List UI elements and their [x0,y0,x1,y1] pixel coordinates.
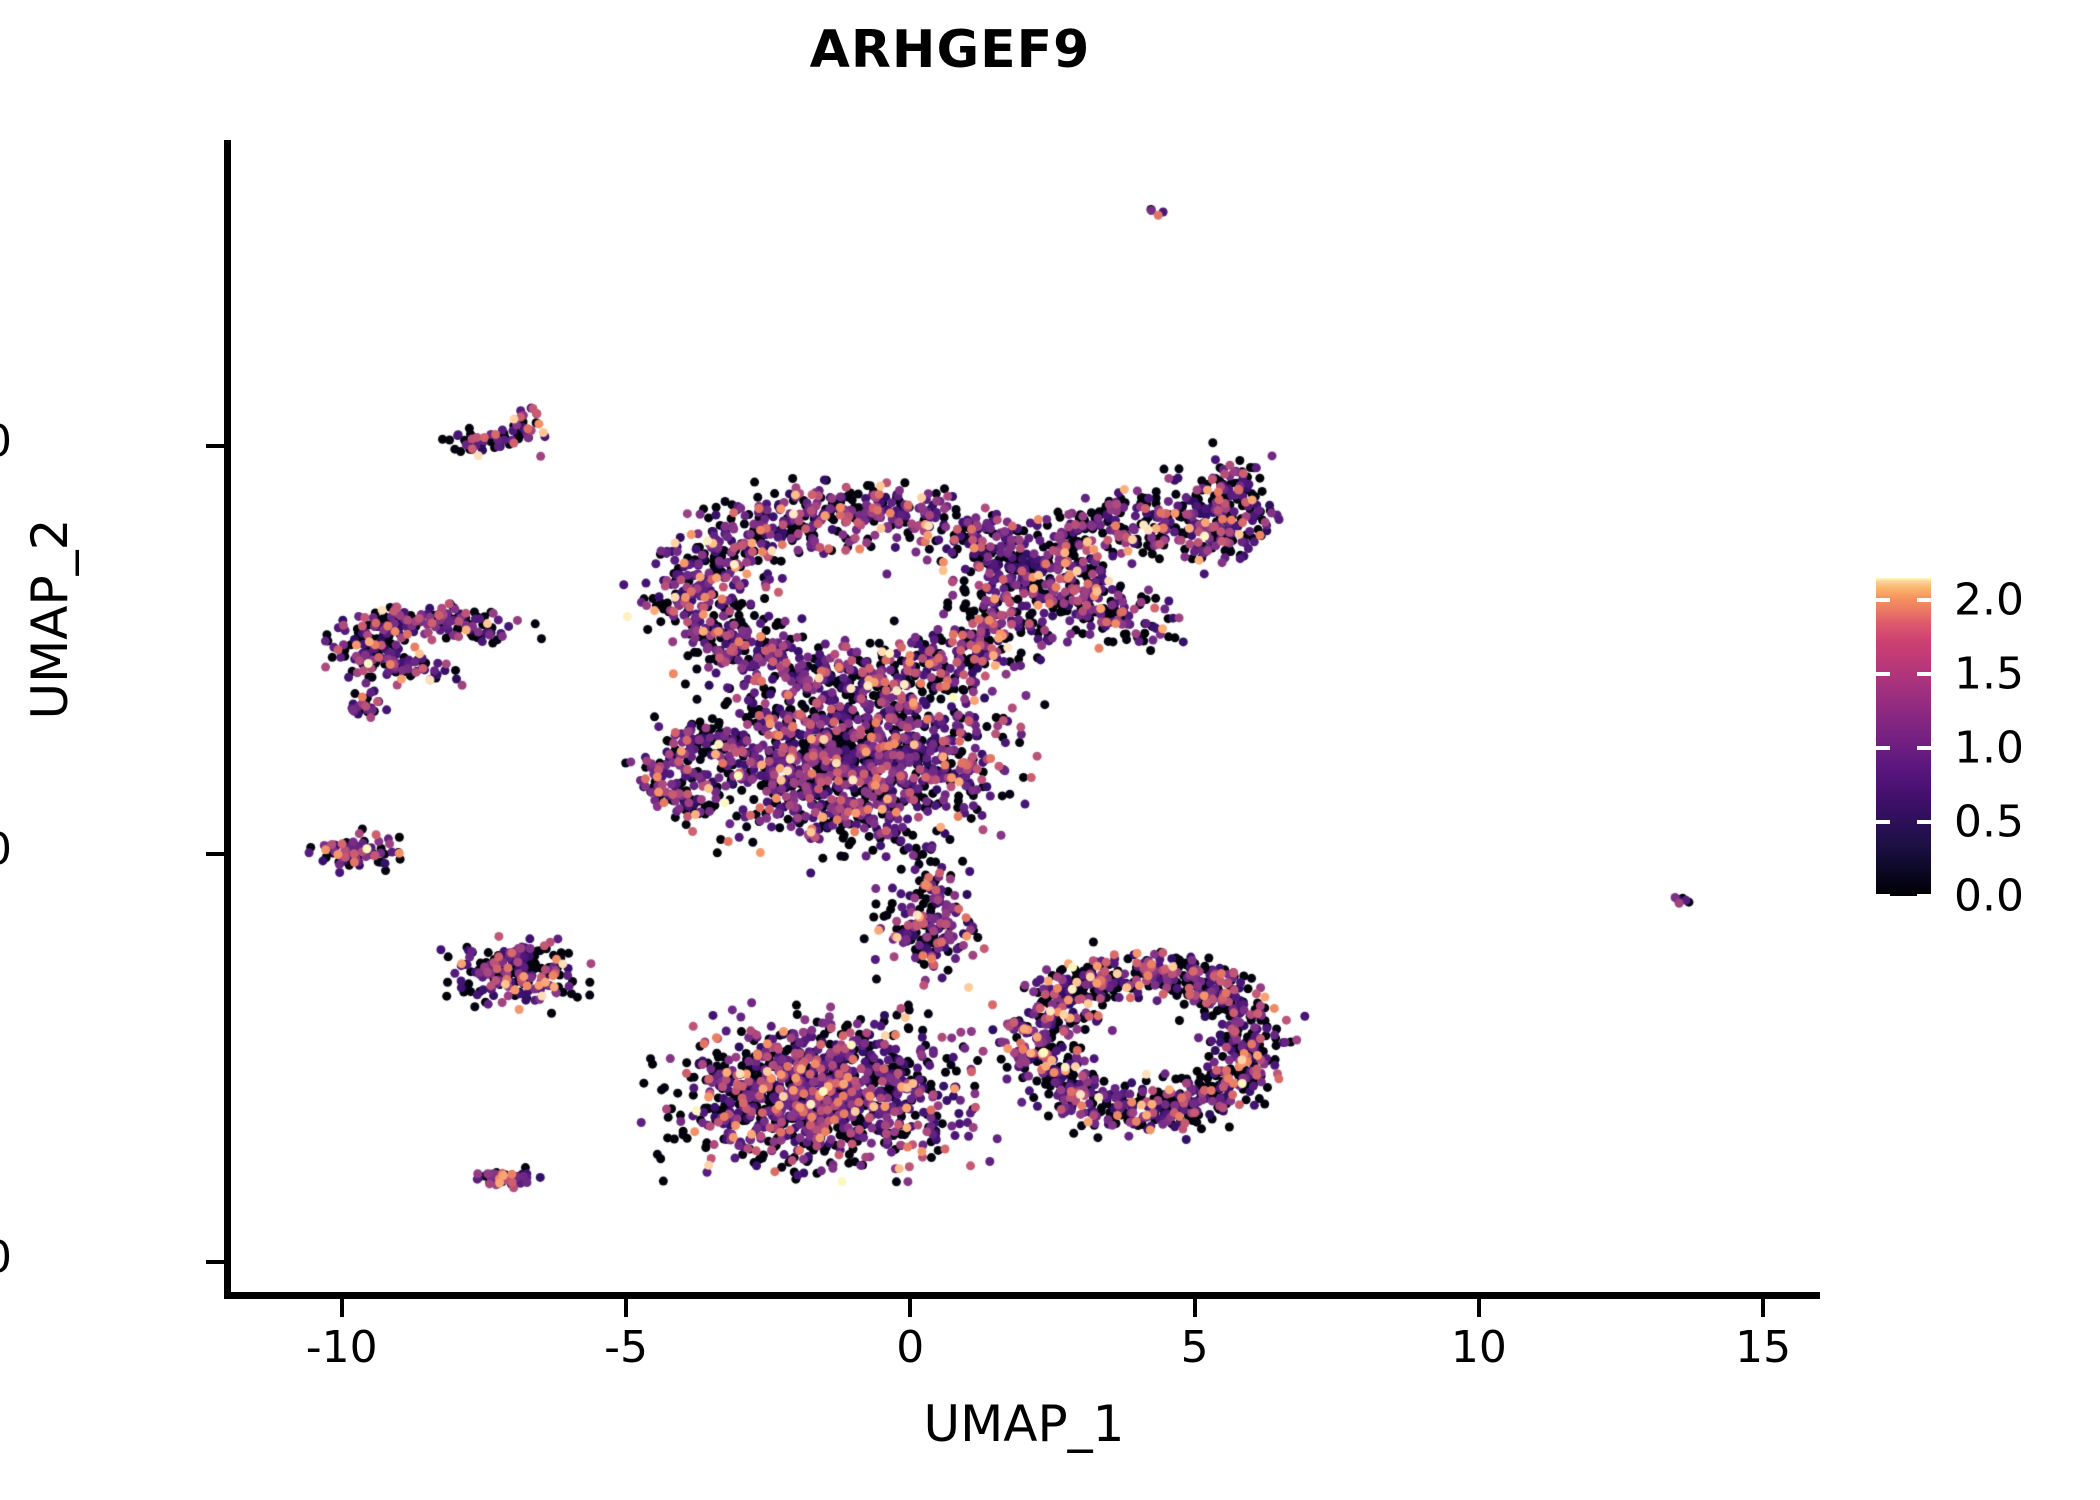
y-tick-mark [206,852,224,857]
colorbar-tick-mark [1917,820,1931,825]
x-tick-label: -10 [305,1322,378,1373]
colorbar-tick-label: 1.0 [1954,722,2024,774]
colorbar-tick-label: 0.5 [1954,796,2024,848]
x-tick-label: 5 [1180,1322,1209,1373]
y-tick-label: -10 [0,1232,12,1283]
x-tick-label: 15 [1735,1322,1792,1373]
x-tick-mark [1761,1299,1766,1317]
colorbar-tick-label: 0.0 [1954,870,2024,922]
scatter-plot-area [228,140,1820,1295]
y-tick-label: 0 [0,824,12,875]
x-tick-mark [1476,1299,1481,1317]
x-tick-label: 10 [1450,1322,1507,1373]
y-axis-spine [224,140,231,1299]
colorbar-tick-mark [1876,746,1890,751]
x-tick-label: 0 [896,1322,925,1373]
colorbar-tick-mark [1917,746,1931,751]
x-axis-spine [224,1292,1820,1299]
page-title: ARHGEF9 [809,20,1091,80]
colorbar-tick-mark [1876,672,1890,677]
colorbar-tick-mark [1917,672,1931,677]
x-tick-mark [624,1299,628,1317]
colorbar-tick-mark [1917,894,1931,898]
x-axis-label: UMAP_1 [923,1395,1125,1453]
x-tick-mark [1192,1299,1197,1317]
y-tick-label: 10 [0,416,12,467]
colorbar-tick-mark [1917,598,1931,603]
y-tick-mark [206,1260,224,1265]
colorbar-gradient [1876,578,1931,896]
colorbar: 0.0 0.5 1.0 1.5 2.0 [1876,574,2076,922]
colorbar-tick-mark [1876,820,1890,825]
colorbar-tick-mark [1876,598,1890,603]
x-tick-mark [339,1299,344,1317]
x-tick-mark [908,1299,913,1317]
colorbar-tick-label: 2.0 [1954,574,2024,626]
x-tick-label: -5 [604,1322,648,1373]
y-tick-mark [206,444,224,449]
colorbar-tick-label: 1.5 [1954,648,2024,700]
colorbar-tick-mark [1876,894,1890,898]
y-axis-label: UMAP_2 [21,518,79,720]
scatter-points-canvas [228,140,1820,1295]
